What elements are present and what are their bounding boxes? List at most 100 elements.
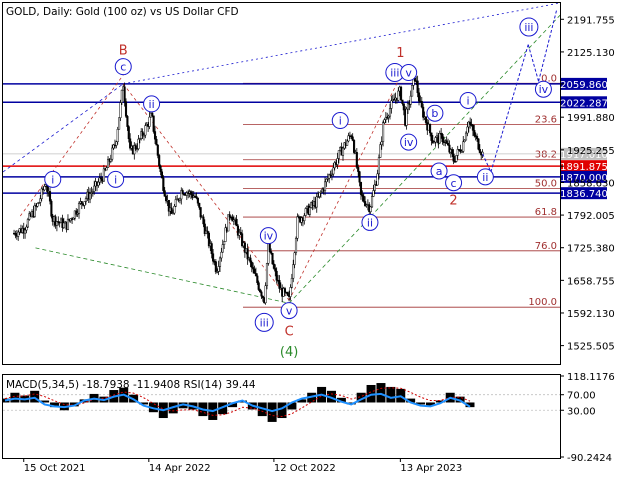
candle-body [243,242,246,253]
wave-circle [430,162,448,180]
candle-body [259,289,262,293]
candle-body [476,136,479,140]
candle-body [155,138,158,146]
candle-body [152,115,155,132]
candle-body [206,230,209,234]
wave-circle [44,170,62,188]
candle-body [62,222,65,228]
forecast-line [490,44,529,173]
candle-body [336,158,339,165]
candle-body [50,200,53,217]
candle-body [445,140,448,144]
candle-body [477,138,480,150]
forecast-line [538,10,558,82]
candle-body [430,132,433,141]
candle-body [109,158,112,162]
candle-body [382,122,385,142]
candle-body [212,253,215,262]
candle-body [98,177,101,183]
candle-body [347,135,350,142]
candle-body [478,149,481,153]
macd-bar [297,399,307,403]
macd-bar [49,402,59,408]
candle-body [138,138,141,140]
candle-body [451,149,454,155]
candle-body [250,261,253,268]
macd-bar [416,402,426,405]
macd-bar [406,398,416,403]
candle-body [159,165,162,173]
candle-body [341,147,345,156]
macd-bar [425,402,435,406]
candle-body [466,126,469,134]
macd-bar [277,402,287,419]
candle-body [93,185,96,192]
main-plot-frame [2,2,561,365]
channel-line [288,14,560,304]
candle-body [463,139,466,142]
candle-body [452,153,455,162]
wave-label: (4) [280,345,298,360]
candle-body [424,116,427,123]
candle-body [227,214,230,232]
candle-body [460,151,463,153]
candle-body [462,141,465,152]
level-tag-label: 2022.287 [560,98,608,109]
wave-label: iv [539,83,549,96]
candle-body [253,268,256,274]
wave-line [122,83,290,301]
candle-body [252,267,255,270]
candle-body [264,285,267,304]
candle-body [75,210,78,215]
candle-body [134,145,137,150]
candle-body [207,232,210,247]
candle-body [361,194,364,197]
candle-body [319,191,322,194]
macd-bar [376,383,386,403]
wave-label: a [436,165,443,178]
candle-body [163,190,166,197]
wave-circle [426,104,444,122]
candle-body [315,196,318,208]
macd-bar [218,402,228,415]
candle-body [401,99,404,104]
candle-body [124,101,128,117]
candle-body [100,177,103,180]
y-tick-label: 1725.380 [567,244,615,255]
candle-body [370,196,374,208]
candle-body [260,291,263,297]
candle-body [433,141,436,144]
candle-body [133,145,136,155]
candle-body [151,112,154,117]
fib-label: 76.0 [535,241,557,252]
sub-y-tick-label: -90.2424 [567,453,612,464]
macd-bar [139,402,149,405]
candle-body [473,130,476,136]
candle-body [270,251,273,254]
wave-circle [280,302,298,320]
candle-body [28,213,31,220]
candle-body [318,192,321,197]
candle-body [97,181,100,186]
macd-bar [326,390,336,403]
candle-body [119,102,122,118]
macd-bar [336,397,346,403]
candle-body [127,126,130,140]
candle-body [303,215,306,221]
candle-body [383,119,386,123]
candle-body [332,167,335,175]
wave-label: B [119,44,128,59]
candle-body [328,174,331,179]
candle-body [199,207,202,218]
candle-body [55,221,58,226]
y-tick-label: 2191.755 [567,15,615,26]
fib-label: 0.0 [541,73,557,84]
candle-body [89,193,92,200]
channel-line [3,83,124,173]
candle-body [218,257,222,267]
sub-y-tick-label: 30.00 [567,406,596,417]
wave-label: C [285,325,294,340]
wave-label: iv [404,136,414,149]
wave-circle [519,17,539,37]
channel-line [123,3,560,85]
